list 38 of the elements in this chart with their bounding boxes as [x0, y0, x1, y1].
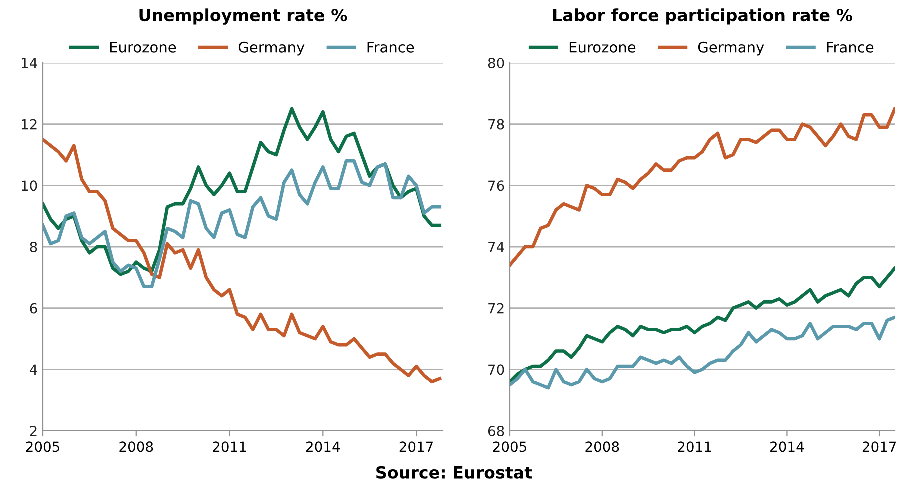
line-series [43, 159, 442, 289]
y-tick-label: 2 [30, 426, 37, 436]
x-tick-label: 2005 [26, 442, 60, 452]
y-tick-label: 68 [488, 426, 504, 436]
y-tick-label: 6 [30, 303, 38, 314]
y-tick-label: 72 [488, 303, 504, 314]
legend-label: Germany [238, 42, 305, 56]
y-tick-label: 10 [22, 180, 38, 192]
line-series [43, 138, 442, 384]
y-tick-label: 80 [488, 58, 504, 68]
x-tick-label: 2014 [306, 442, 340, 452]
y-tick-label: 8 [30, 242, 38, 252]
source-note: Source: Eurostat [376, 466, 532, 479]
x-tick-label: 2017 [400, 442, 434, 452]
y-tick-label: 12 [22, 119, 37, 130]
y-tick-label: 78 [488, 119, 504, 130]
legend-label: France [368, 42, 414, 53]
x-tick-label: 2014 [770, 442, 804, 452]
y-tick-label: 14 [22, 58, 38, 68]
legend-label: France [827, 42, 874, 53]
chart-title: Labor force participation rate % [554, 8, 852, 25]
line-series [510, 316, 895, 390]
y-tick-label: 76 [488, 180, 504, 192]
y-tick-label: 4 [30, 364, 38, 375]
line-series [510, 266, 895, 384]
x-tick-label: 2011 [678, 442, 712, 452]
x-tick-label: 2011 [213, 442, 246, 452]
legend-label: Eurozone [570, 42, 636, 53]
x-tick-label: 2008 [120, 442, 154, 452]
x-tick-label: 2005 [493, 442, 526, 452]
legend-label: Eurozone [110, 42, 176, 53]
chart-title: Unemployment rate % [140, 8, 348, 25]
legend-label: Germany [698, 42, 764, 56]
y-tick-label: 70 [488, 364, 504, 376]
x-tick-label: 2017 [862, 442, 896, 452]
line-series [510, 107, 895, 268]
y-tick-label: 74 [488, 242, 504, 252]
x-tick-label: 2008 [586, 442, 620, 452]
